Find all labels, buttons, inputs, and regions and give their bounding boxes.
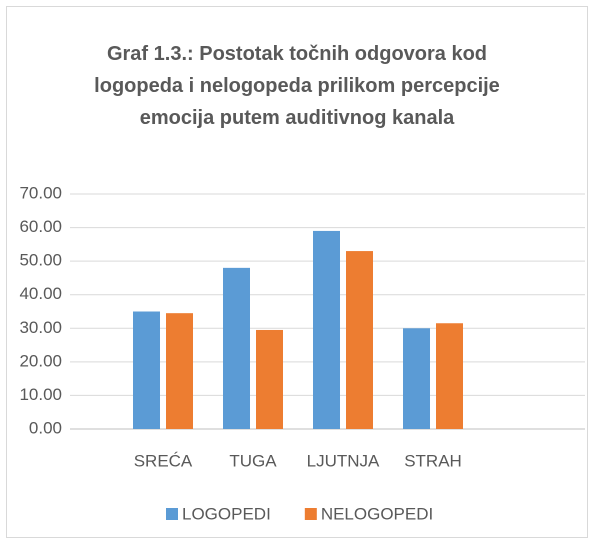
chart-title: Graf 1.3.: Postotak točnih odgovora kod …: [94, 43, 500, 129]
x-tick-label: LJUTNJA: [307, 451, 380, 470]
y-tick-label: 0.00: [29, 418, 62, 437]
legend-swatch: [304, 508, 317, 520]
y-tick-label: 30.00: [19, 318, 62, 337]
legend-label: NELOGOPEDI: [321, 504, 433, 523]
bar: [346, 251, 373, 429]
y-tick-label: 50.00: [19, 251, 62, 270]
y-tick-label: 70.00: [19, 183, 62, 202]
y-tick-label: 60.00: [19, 217, 62, 236]
bar: [436, 323, 463, 429]
legend-swatch: [166, 508, 178, 520]
y-tick-label: 20.00: [19, 351, 62, 370]
bar: [223, 267, 250, 429]
legend-label: LOGOPEDI: [182, 504, 271, 523]
bar: [256, 329, 283, 429]
x-tick-label: STRAH: [404, 451, 462, 470]
chart-border: [6, 6, 588, 538]
y-tick-label: 40.00: [19, 284, 62, 303]
bar: [133, 311, 160, 429]
bar: [166, 313, 193, 429]
bar: [403, 328, 430, 429]
bar: [313, 230, 340, 429]
x-tick-label: TUGA: [229, 451, 277, 470]
y-tick-label: 10.00: [19, 385, 62, 404]
x-tick-label: SREĆA: [134, 451, 193, 470]
